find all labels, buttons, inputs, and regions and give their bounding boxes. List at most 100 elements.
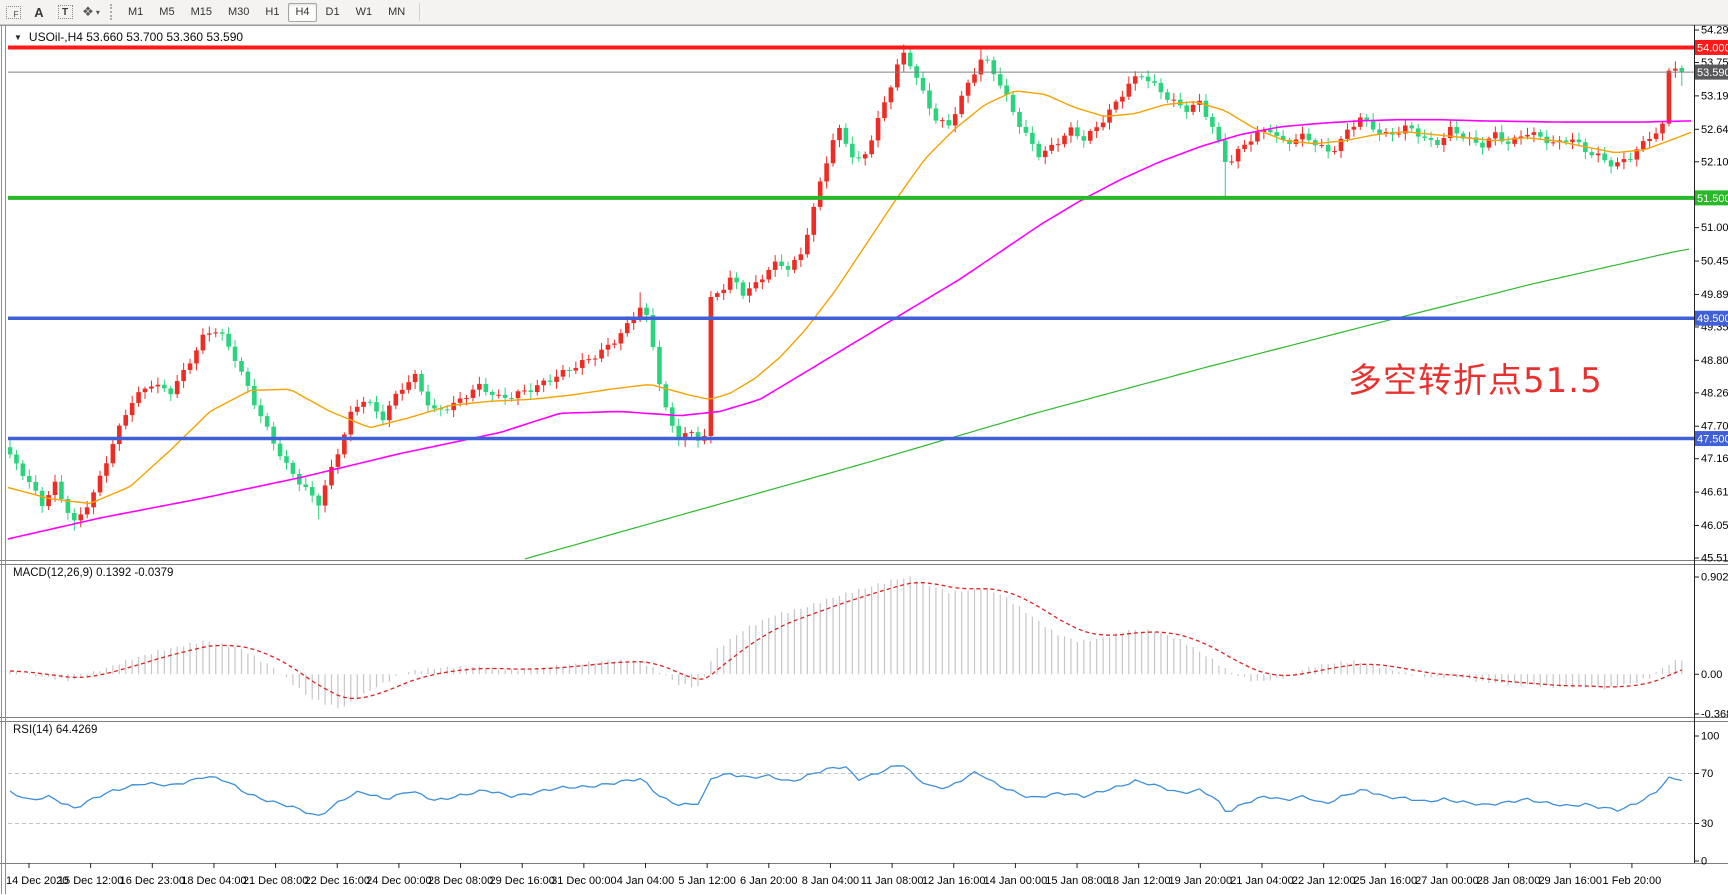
tf-button-m5[interactable]: M5	[159, 5, 175, 18]
candle-body	[46, 495, 51, 507]
candle-body	[1030, 132, 1035, 144]
tf-button-m15[interactable]: M15	[190, 5, 212, 18]
candle-body	[1454, 127, 1460, 134]
candle-body	[586, 359, 591, 361]
candle-body	[715, 293, 720, 297]
candle-body	[1210, 116, 1215, 127]
candle-body	[297, 473, 302, 485]
time-tick-label: 8 Jan 04:00	[802, 875, 860, 887]
candle-body	[264, 416, 270, 427]
candle-body	[91, 492, 96, 508]
candle-body	[1422, 136, 1427, 139]
candle-body	[361, 401, 366, 407]
symbol-dropdown-icon[interactable]: ▼	[14, 33, 22, 42]
toolbar: F A T ❖ ▾ M1 M5 M15 M30 H1 H4 D1 W1 MN	[0, 0, 1728, 25]
candle-body	[8, 447, 13, 455]
candle-body	[502, 394, 508, 398]
candle-body	[239, 360, 244, 372]
candle-body	[1647, 138, 1652, 142]
candle-body	[811, 206, 817, 235]
current-price-badge[interactable]: 53.590	[1697, 67, 1728, 79]
candle-body	[927, 90, 932, 109]
candle-body	[1538, 132, 1543, 137]
rsi-tick-label: 0	[1701, 856, 1707, 868]
candle-body	[1679, 67, 1685, 73]
candle-body	[592, 358, 598, 360]
candle-body	[149, 386, 154, 389]
level-badge-49.500-bg[interactable]	[1695, 310, 1728, 326]
candle-body	[997, 74, 1003, 86]
candle-body	[817, 181, 823, 207]
candle-body	[374, 402, 379, 412]
time-tick-label: 24 Dec 00:00	[366, 875, 431, 887]
candle-body	[875, 118, 881, 141]
candle-body	[399, 389, 405, 394]
level-badge-51.500[interactable]: 51.500	[1697, 193, 1728, 205]
candle-body	[123, 415, 129, 426]
candle-body	[1473, 137, 1479, 143]
candle-body	[965, 82, 971, 96]
candle-body	[682, 433, 688, 441]
candle-body	[850, 143, 855, 158]
candle-body	[232, 346, 238, 361]
candle-body	[1595, 153, 1601, 156]
time-axis[interactable]	[0, 864, 1694, 895]
candle-body	[1055, 144, 1061, 146]
price-axis[interactable]	[1695, 25, 1728, 863]
tf-button-m30[interactable]: M30	[227, 5, 250, 18]
chart-style-icon[interactable]: ❖ ▾	[82, 3, 100, 21]
candle-body	[1512, 137, 1517, 144]
tf-button-m1[interactable]: M1	[128, 5, 144, 18]
candle-body	[785, 265, 791, 270]
candle-body	[695, 432, 701, 441]
tf-button-h1[interactable]: H1	[265, 5, 280, 18]
candle-body	[1525, 134, 1530, 137]
candle-body	[284, 456, 289, 463]
macd-tick-label: 0.00	[1701, 669, 1722, 681]
tf-button-mn[interactable]: MN	[388, 5, 406, 18]
candle-body	[14, 454, 19, 464]
level-badge-54.000[interactable]: 54.000	[1697, 42, 1728, 54]
candle-body	[1094, 127, 1099, 132]
candle-body	[1396, 133, 1402, 135]
level-badge-47.500[interactable]: 47.500	[1697, 434, 1728, 446]
candle-body	[335, 454, 341, 467]
candle-body	[1370, 119, 1376, 130]
price-tick-label: 48.260	[1701, 387, 1728, 399]
candle-body	[1602, 153, 1607, 161]
candle-body	[451, 402, 456, 411]
candle-body	[605, 344, 611, 350]
level-badge-49.500[interactable]: 49.500	[1697, 313, 1728, 325]
annotation-text[interactable]: 多空转折点51.5	[1348, 361, 1603, 401]
level-badge-54.000-bg[interactable]	[1695, 39, 1728, 55]
candle-body	[470, 389, 476, 398]
time-tick-label: 22 Dec 16:00	[305, 875, 370, 887]
level-badge-51.500-bg[interactable]	[1695, 190, 1728, 206]
candle-body	[1640, 141, 1646, 150]
level-badge-47.500-bg[interactable]	[1695, 431, 1728, 447]
price-tick-label: 47.165	[1701, 453, 1728, 465]
candle-body	[631, 318, 637, 324]
candle-body	[837, 127, 842, 141]
candle-body	[528, 390, 534, 393]
text-label-icon[interactable]: T	[56, 3, 74, 21]
candle-body	[1049, 144, 1054, 151]
tf-button-d1[interactable]: D1	[325, 5, 340, 18]
candle-body	[1184, 105, 1189, 112]
tf-button-w1[interactable]: W1	[355, 5, 373, 18]
rsi-pane-label: RSI(14) 64.4269	[13, 724, 98, 736]
toolbar-drag-handle[interactable]	[110, 4, 112, 20]
template-f-icon[interactable]: F	[4, 3, 22, 21]
candle-body	[1222, 140, 1228, 163]
candle-body	[920, 77, 926, 91]
candle-body	[830, 140, 836, 164]
macd-pane	[9, 576, 1683, 709]
candle-body	[1261, 129, 1267, 133]
candle-body	[1666, 70, 1672, 124]
font-a-icon[interactable]: A	[30, 3, 48, 21]
current-price-badge-bg[interactable]	[1695, 64, 1728, 80]
tf-button-h4[interactable]: H4	[288, 2, 317, 22]
price-tick-label: 52.640	[1701, 124, 1728, 136]
time-tick-label: 28 Dec 08:00	[428, 875, 493, 887]
